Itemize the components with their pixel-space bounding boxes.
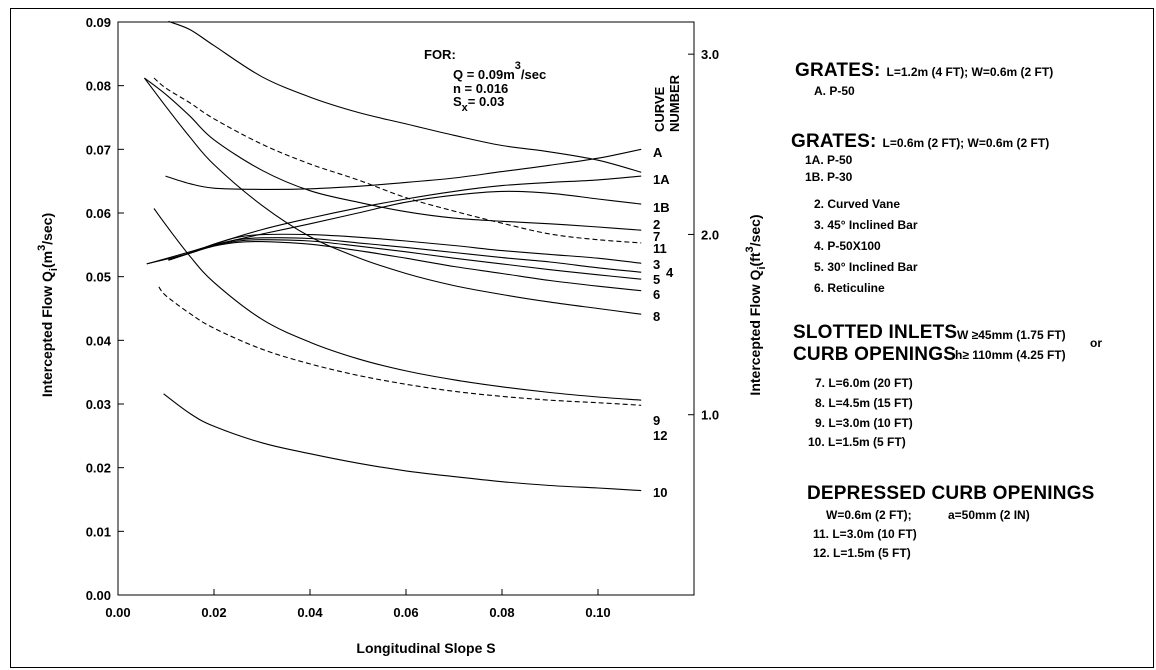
curve-7-line [144, 77, 642, 231]
legend-grates-b-header: GRATES: L=0.6m (2 FT); W=0.6m (2 FT) [791, 131, 1049, 153]
curve-label-11: 11 [653, 241, 667, 256]
x-tick-label: 0.04 [297, 605, 323, 620]
curve-label-4: 4 [666, 265, 674, 280]
curve-label-10: 10 [653, 485, 667, 500]
curve-9-line [153, 208, 642, 401]
for-q-line: Q = 0.09m3/sec [453, 60, 546, 82]
curve-4-line [168, 237, 642, 273]
legend-slotted-cond-w: W ≥45mm (1.75 FT) [957, 328, 1066, 342]
y-tick-label: 0.09 [86, 15, 111, 30]
legend-item-a: A. P-50 [814, 84, 855, 98]
curve-label-5: 5 [653, 272, 660, 287]
curve-10-line [163, 393, 642, 492]
curve-12-line [158, 286, 642, 406]
legend-grates-b-title: GRATES: [791, 131, 877, 152]
for-n-line: n = 0.016 [453, 81, 508, 96]
legend-item-2: 2. Curved Vane [814, 197, 901, 211]
curve-label-1b: 1B [653, 200, 670, 215]
legend-item-5: 5. 30° Inclined Bar [814, 260, 918, 274]
curve-label-12: 12 [653, 428, 667, 443]
y-axis-title-right: Intercepted Flow Qi(ft3/sec) [744, 214, 768, 395]
curve-8-line [143, 77, 642, 315]
right-tick-label: 1.0 [701, 408, 719, 423]
curve-label-a: A [653, 145, 663, 160]
legend-item-1b: 1B. P-30 [805, 170, 853, 184]
y-tick-label: 0.02 [86, 461, 111, 476]
y-axis-title-left: Intercepted Flow Qi(m3/sec) [36, 213, 60, 397]
legend-item-9: 9. L=3.0m (10 FT) [815, 416, 913, 430]
curve-number-header-line1: CURVE [652, 86, 667, 132]
legend-grates-a-title: GRATES: [795, 60, 881, 81]
curve-label-3: 3 [653, 257, 660, 272]
y-tick-label: 0.05 [86, 270, 111, 285]
curve-label-9: 9 [653, 413, 660, 428]
legend-item-8: 8. L=4.5m (15 FT) [815, 396, 913, 410]
y-tick-label: 0.03 [86, 397, 111, 412]
for-sx-line: Sx= 0.03 [453, 94, 504, 114]
plot-area [117, 21, 695, 596]
legend-item-6: 6. Reticuline [814, 281, 885, 295]
x-tick-label: 0.08 [489, 605, 514, 620]
legend-grates-a-header: GRATES: L=1.2m (4 FT); W=0.6m (2 FT) [795, 60, 1053, 82]
legend-item-7: 7. L=6.0m (20 FT) [815, 376, 913, 390]
legend-item-11: 11. L=3.0m (10 FT) [813, 527, 917, 541]
legend-depressed-w: W=0.6m (2 FT); [826, 508, 912, 522]
x-tick-label: 0.02 [201, 605, 226, 620]
legend-slotted-cond-h: h≥ 110mm (4.25 FT) [955, 348, 1066, 362]
curve-label-8: 8 [653, 309, 660, 324]
curve-label-1a: 1A [653, 172, 670, 187]
curve-number-header-line2: NUMBER [667, 74, 682, 132]
y-tick-label: 0.06 [86, 206, 111, 221]
curve-3-line [168, 233, 642, 264]
legend-item-3: 3. 45° Inclined Bar [814, 218, 918, 232]
for-label: FOR: [424, 47, 456, 62]
y-tick-label: 0.08 [86, 79, 111, 94]
curve-a-line [168, 20, 642, 173]
x-tick-label: 0.06 [393, 605, 418, 620]
legend-item-4: 4. P-50X100 [814, 239, 881, 253]
y-tick-label: 0.00 [86, 588, 111, 603]
y-tick-label: 0.04 [86, 333, 112, 348]
legend-item-12: 12. L=1.5m (5 FT) [813, 546, 911, 560]
legend-grates-a-spec: L=1.2m (4 FT); W=0.6m (2 FT) [886, 65, 1054, 79]
curve-11-line [153, 77, 642, 244]
chart-axes: 0.00 0.01 0.02 0.03 0.04 0.05 0.06 0.07 0.08 0.09… [36, 15, 768, 656]
curve-1a-line [165, 148, 642, 190]
right-tick-label: 2.0 [701, 227, 719, 242]
chart-curves [143, 20, 642, 492]
x-axis-title: Longitudinal Slope S [356, 640, 495, 656]
curve-1b-line [146, 190, 642, 265]
legend-slotted-cond-or: or [1090, 336, 1102, 350]
legend-item-10: 10. L=1.5m (5 FT) [808, 435, 906, 449]
legend-depressed-title: DEPRESSED CURB OPENINGS [807, 483, 1095, 504]
figure-frame [10, 8, 1154, 668]
curve-5-line [168, 239, 642, 280]
curve-label-7: 7 [653, 229, 660, 244]
x-tick-label: 0.10 [585, 605, 610, 620]
curve-6-line [168, 240, 642, 292]
y-tick-label: 0.01 [86, 524, 111, 539]
legend-grates-b-spec: L=0.6m (2 FT); W=0.6m (2 FT) [882, 136, 1050, 150]
legend-slotted-title: SLOTTED INLETS [793, 322, 958, 343]
curve-label-2: 2 [653, 217, 660, 232]
right-tick-label: 3.0 [701, 47, 719, 62]
curve-label-6: 6 [653, 287, 660, 302]
legend-curb-title: CURB OPENINGS [793, 344, 957, 365]
y-tick-label: 0.07 [86, 142, 111, 157]
legend-depressed-a: a=50mm (2 IN) [948, 508, 1030, 522]
x-tick-label: 0.00 [105, 605, 130, 620]
legend-item-1a: 1A. P-50 [805, 153, 853, 167]
